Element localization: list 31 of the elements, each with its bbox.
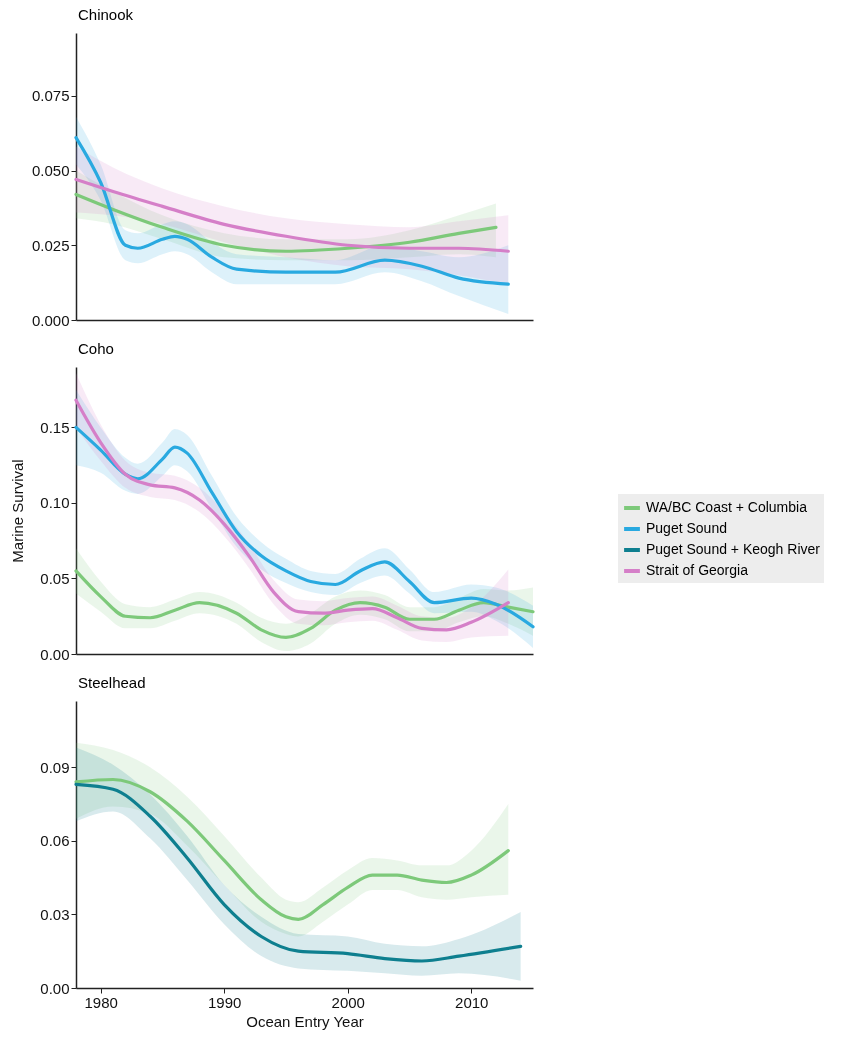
line-series — [74, 777, 510, 921]
y-tick-label: 0.05 — [40, 569, 70, 587]
x-axis-title: Ocean Entry Year — [246, 1012, 364, 1030]
x-tick-label: 2000 — [331, 993, 365, 1011]
y-tick-label: 0.075 — [31, 87, 70, 105]
y-tick-label: 0.03 — [40, 905, 70, 923]
chart-title: Steelhead — [78, 674, 146, 691]
legend-label: WA/BC Coast + Columbia — [646, 499, 808, 515]
y-axis-title: Marine Survival — [9, 459, 27, 563]
y-tick-label: 0.06 — [40, 832, 70, 850]
legend-label: Puget Sound — [646, 520, 727, 536]
chart-title: Chinook — [78, 6, 134, 23]
line-series — [74, 569, 535, 639]
legend-label: Strait of Georgia — [646, 562, 749, 578]
y-tick-label: 0.050 — [31, 162, 70, 180]
chart-title: Coho — [78, 340, 114, 357]
line-series — [74, 177, 510, 253]
line-series — [74, 782, 523, 963]
legend-label: Puget Sound + Keogh River — [646, 541, 821, 557]
y-tick-label: 0.00 — [40, 979, 70, 997]
y-tick-label: 0.025 — [31, 236, 70, 254]
x-tick-label: 2010 — [455, 993, 489, 1011]
y-tick-label: 0.09 — [40, 758, 70, 776]
y-tick-label: 0.000 — [31, 311, 70, 329]
line-series — [74, 425, 535, 629]
line-series — [74, 192, 498, 253]
x-tick-label: 1990 — [208, 993, 242, 1011]
x-tick-label: 1980 — [84, 993, 118, 1011]
y-tick-label: 0.15 — [40, 418, 70, 436]
y-tick-label: 0.10 — [40, 494, 70, 512]
y-tick-label: 0.00 — [40, 645, 70, 663]
